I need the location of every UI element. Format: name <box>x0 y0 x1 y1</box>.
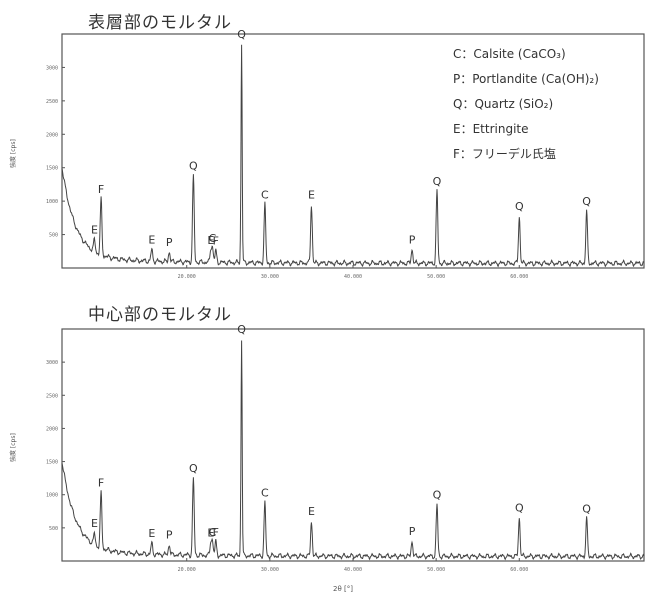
chart-title-center: 中心部のモルタル <box>88 305 232 325</box>
legend: C：Calsite (CaCO₃) P：Portlandite (Ca(OH)₂… <box>453 45 599 170</box>
peak-label: E <box>91 517 98 530</box>
y-tick-label: 1500 <box>46 166 58 172</box>
x-tick-label: 30.000 <box>261 567 279 573</box>
x-tick-label: 40.000 <box>344 274 362 280</box>
y-tick-label: 1000 <box>46 199 58 205</box>
peak-label: E <box>207 526 214 539</box>
chart-title-surface: 表層部のモルタル <box>88 13 232 33</box>
y-tick-label: 3000 <box>46 360 58 366</box>
legend-item-ettringite: E：Ettringite <box>453 122 529 136</box>
legend-item-calsite: C：Calsite (CaCO₃) <box>453 47 566 61</box>
xrd-trace <box>61 340 645 561</box>
x-tick-label: 60.000 <box>510 567 528 573</box>
y-tick-label: 2500 <box>46 99 58 105</box>
x-tick-label: 30.000 <box>261 274 279 280</box>
peak-label: F <box>213 235 219 248</box>
peak-label: Q <box>237 323 246 336</box>
legend-item-quartz: Q：Quartz (SiO₂) <box>453 97 554 111</box>
peak-label: Q <box>515 501 524 514</box>
peak-label: Q <box>433 489 442 502</box>
peak-label: P <box>409 233 416 246</box>
y-tick-label: 2000 <box>46 132 58 138</box>
x-tick-label: 60.000 <box>510 274 528 280</box>
peak-label: P <box>166 236 173 249</box>
y-tick-label: 1500 <box>46 460 58 466</box>
peak-label: C <box>261 487 269 500</box>
y-tick-label: 2500 <box>46 393 58 399</box>
peak-label: Q <box>582 503 591 516</box>
peak-label: Q <box>189 462 198 475</box>
peak-label: F <box>98 477 104 490</box>
xrd-trace <box>61 44 645 268</box>
y-tick-label: 3000 <box>46 65 58 71</box>
peak-label: E <box>308 505 315 518</box>
legend-item-portlandite: P：Portlandite (Ca(OH)₂) <box>453 72 599 86</box>
peak-label: E <box>148 233 155 246</box>
peak-label: F <box>213 526 219 539</box>
peak-label: Q <box>515 200 524 213</box>
y-tick-label: 500 <box>49 233 58 239</box>
legend-item-friedel: F：フリーデル氏塩 <box>453 147 556 161</box>
peak-label: C <box>209 526 217 539</box>
peak-label: E <box>148 527 155 540</box>
peak-label: P <box>409 525 416 538</box>
y-tick-label: 1000 <box>46 493 58 499</box>
peak-label: Q <box>433 175 442 188</box>
peak-label: E <box>308 188 315 201</box>
x-axis-label: 2θ [°] <box>333 585 353 593</box>
peak-label: F <box>98 183 104 196</box>
peak-label: E <box>91 223 98 236</box>
peak-label: C <box>261 188 269 201</box>
peak-label: Q <box>237 28 246 41</box>
x-tick-label: 50.000 <box>427 567 445 573</box>
peak-label: P <box>166 528 173 541</box>
peak-label: E <box>207 234 214 247</box>
x-tick-label: 20.000 <box>178 274 196 280</box>
peak-label: Q <box>582 195 591 208</box>
x-tick-label: 20.000 <box>178 567 196 573</box>
y-tick-label: 2000 <box>46 426 58 432</box>
y-tick-label: 500 <box>49 526 58 532</box>
peak-label: Q <box>189 160 198 173</box>
x-tick-label: 40.000 <box>344 567 362 573</box>
x-tick-label: 50.000 <box>427 274 445 280</box>
peak-label: C <box>209 232 217 245</box>
